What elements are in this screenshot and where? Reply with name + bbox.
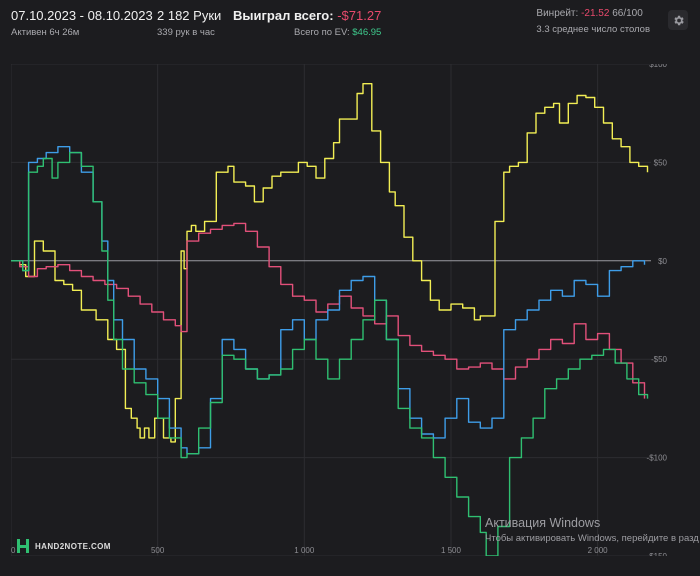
active-time: Активен 6ч 26м bbox=[11, 27, 80, 38]
won-total-label: Выиграл всего: bbox=[233, 8, 334, 23]
watermark-title: Активация Windows bbox=[485, 516, 601, 530]
ev-value: $46.95 bbox=[352, 27, 382, 38]
y-tick-label: -$50 bbox=[651, 355, 668, 364]
winrate-info: Винрейт: -21.52 66/100 3.3 среднее число… bbox=[536, 8, 650, 35]
x-tick-label: 1 500 bbox=[441, 546, 462, 555]
y-tick-label: -$150 bbox=[647, 552, 668, 556]
ev-label: Всего по EV: bbox=[294, 27, 350, 38]
profit-graph: $100 $50 $0 -$50 -$100 -$150 0 500 1 000 1 500 2 … bbox=[11, 64, 668, 556]
session-info: 07.10.2023 - 08.10.2023 Активен 6ч 26м bbox=[11, 8, 153, 38]
brand-name: HAND2NOTE.COM bbox=[35, 541, 111, 551]
windows-activation-watermark: Активация Windows Чтобы активировать Win… bbox=[485, 516, 699, 544]
series-line-ev bbox=[11, 222, 646, 399]
series-line-non_showdown bbox=[11, 151, 649, 556]
gear-icon bbox=[673, 15, 684, 25]
hands-info: 2 182 Руки 339 рук в час bbox=[157, 8, 221, 38]
x-tick-label: 2 000 bbox=[588, 546, 609, 555]
chart-area: $100 $50 $0 -$50 -$100 -$150 0 500 1 000 1 500 2 … bbox=[11, 64, 669, 556]
hand2note-logo-icon bbox=[17, 539, 29, 553]
winrate-unit: 66/100 bbox=[612, 8, 643, 19]
y-tick-label: -$100 bbox=[647, 454, 668, 463]
brand-logo: HAND2NOTE.COM bbox=[16, 538, 111, 554]
tables-average: 3.3 среднее число столов bbox=[536, 24, 650, 35]
y-tick-label: $50 bbox=[654, 158, 668, 167]
x-tick-label: 1 000 bbox=[294, 546, 315, 555]
x-tick-label: 500 bbox=[151, 546, 165, 555]
series-line-won bbox=[11, 83, 649, 443]
settings-button[interactable] bbox=[668, 10, 688, 30]
hands-count: 2 182 Руки bbox=[157, 8, 222, 23]
y-tick-label: $0 bbox=[658, 257, 667, 266]
watermark-text: Чтобы активировать Windows, перейдите в … bbox=[485, 533, 699, 544]
stats-header: 07.10.2023 - 08.10.2023 Активен 6ч 26м 2… bbox=[0, 0, 700, 44]
x-tick-label: 0 bbox=[11, 546, 16, 555]
winrate-label: Винрейт: bbox=[536, 8, 579, 19]
winrate-value: -21.52 bbox=[581, 8, 610, 19]
winnings-info: Выиграл всего: -$71.27 Всего по EV: $46.… bbox=[233, 8, 381, 38]
hands-per-hour: 339 рук в час bbox=[157, 27, 215, 38]
won-total-value: -$71.27 bbox=[337, 8, 382, 23]
date-range: 07.10.2023 - 08.10.2023 bbox=[11, 8, 153, 23]
series-line-showdown bbox=[11, 146, 646, 455]
y-tick-label: $100 bbox=[649, 64, 667, 69]
